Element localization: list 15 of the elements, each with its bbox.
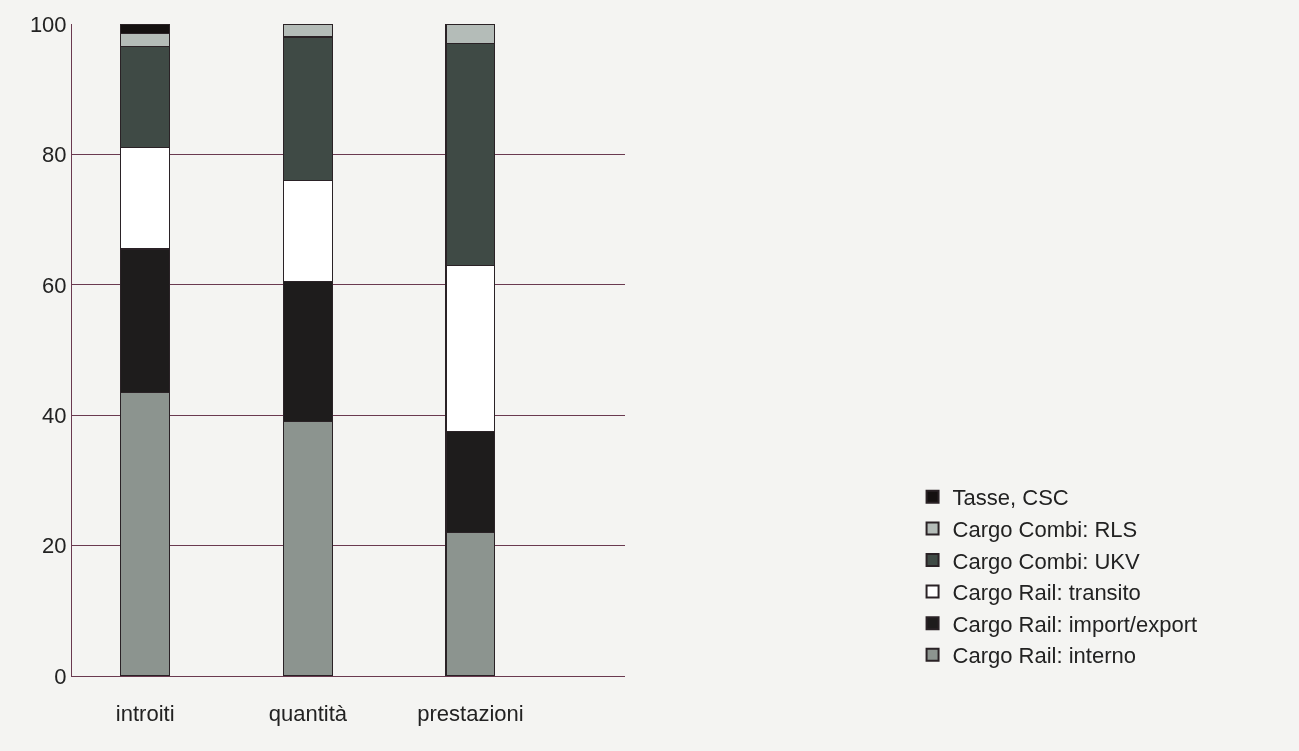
- y-tick-label: 80: [42, 142, 67, 168]
- x-tick-label: prestazioni: [417, 701, 524, 727]
- x-tick-label: quantità: [268, 701, 348, 727]
- y-tick-label: 0: [54, 663, 67, 689]
- legend-label: Cargo Combi: RLS: [952, 516, 1138, 542]
- y-tick-label: 20: [42, 533, 67, 559]
- legend-label: Cargo Rail: import/export: [952, 611, 1198, 637]
- legend-label: Cargo Rail: interno: [952, 643, 1136, 669]
- legend-label: Tasse, CSC: [952, 485, 1069, 511]
- x-tick-label: introiti: [115, 701, 175, 727]
- y-tick-label: 100: [29, 11, 67, 37]
- y-tick-label: 40: [42, 402, 67, 428]
- y-tick-label: 60: [42, 272, 67, 298]
- legend-label: Cargo Rail: transito: [952, 580, 1141, 606]
- legend-label: Cargo Combi: UKV: [952, 548, 1140, 574]
